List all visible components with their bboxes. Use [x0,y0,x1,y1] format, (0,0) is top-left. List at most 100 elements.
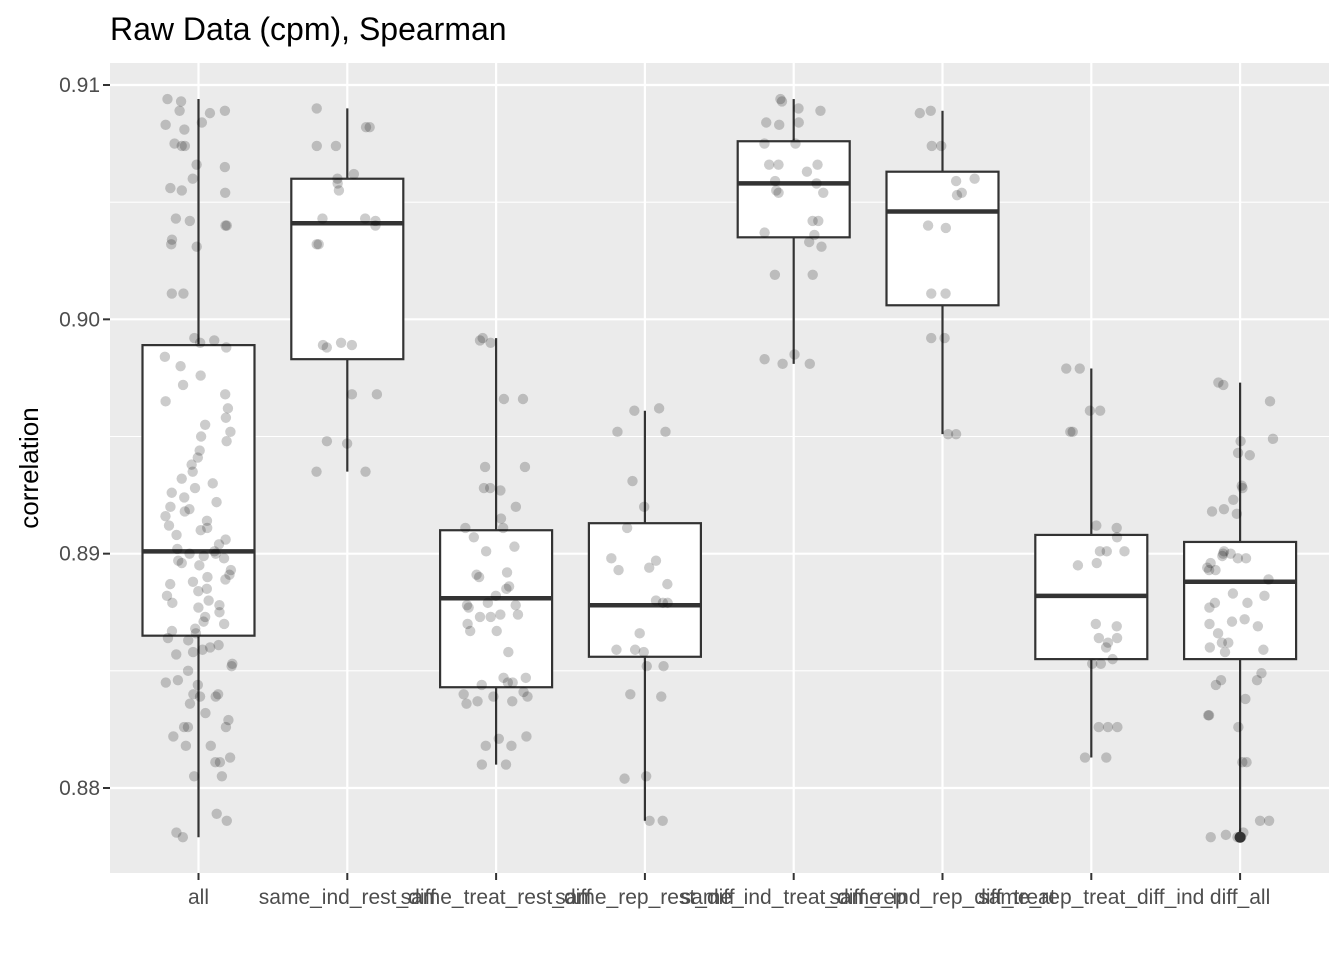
box [141,344,256,637]
jitter-point [1217,550,1228,562]
jitter-point [506,740,517,752]
box [736,140,851,239]
jitter-point [218,553,230,564]
jitter-point [638,501,650,512]
jitter-point [1205,832,1216,843]
jitter-point [1239,614,1250,625]
jitter-point [220,721,232,733]
jitter-point [364,121,375,133]
outlier-point [1234,831,1246,843]
jitter-point [226,660,237,672]
jitter-point [497,522,509,534]
jitter-point [493,733,504,744]
jitter-point [660,426,671,438]
jitter-point [776,96,788,107]
chart-title: Raw Data (cpm), Spearman [110,11,507,47]
jitter-point [180,740,192,752]
jitter-point [195,525,206,536]
jitter-point [214,607,225,618]
jitter-point [1102,637,1114,648]
jitter-point [818,187,829,198]
jitter-point [1240,553,1252,564]
jitter-point [1204,642,1216,653]
jitter-point [201,522,213,534]
jitter-point [1264,396,1276,407]
jitter-point [168,731,179,742]
jitter-point [926,288,937,299]
jitter-point [1212,628,1224,639]
jitter-point [189,332,200,344]
jitter-point [187,646,199,658]
box [439,529,554,689]
jitter-point [474,335,486,346]
jitter-point [166,239,177,250]
jitter-point [216,771,228,782]
jitter-point [1072,560,1084,571]
jitter-point [503,646,514,658]
jitter-point [464,625,476,637]
jitter-point [662,578,673,590]
jitter-point [176,140,187,152]
jitter-point [926,332,937,344]
jitter-point [485,611,496,623]
jitter-point [473,571,485,583]
jitter-point [1095,658,1107,670]
jitter-point [485,337,496,348]
jitter-point [160,396,171,407]
jitter-point [484,482,496,494]
jitter-point [371,389,383,400]
jitter-point [160,677,172,688]
jitter-point [488,691,499,702]
jitter-point [159,351,171,363]
jitter-point [1101,752,1112,763]
jitter-point [167,597,178,609]
jitter-point [195,370,206,381]
jitter-point [950,428,962,440]
jitter-point [1206,506,1218,517]
jitter-point [1093,632,1105,644]
jitter-point [1204,602,1215,613]
jitter-point [1232,553,1244,564]
jitter-point [458,689,469,700]
jitter-point [1220,829,1232,841]
jitter-point [1242,597,1253,609]
jitter-point [638,646,649,658]
jitter-point [507,696,518,707]
jitter-point [169,138,180,149]
x-tick-label: same_rep_treat_diff_ind [978,886,1204,909]
jitter-point [1252,621,1264,632]
jitter-point [202,571,213,583]
jitter-point [922,220,934,231]
jitter-point [612,426,623,438]
jitter-point [179,492,190,503]
jitter-point [1084,405,1096,416]
jitter-point [1091,520,1102,531]
jitter-point [166,288,178,299]
jitter-point [1203,710,1215,721]
jitter-point [166,625,178,637]
jitter-point [479,461,491,473]
jitter-point [317,213,328,224]
jitter-point [474,611,486,623]
jitter-point [1094,546,1106,557]
jitter-point [179,506,191,517]
jitter-point [1218,546,1230,557]
jitter-point [771,185,782,196]
jitter-point [1237,757,1248,768]
jitter-point [1074,363,1085,374]
jitter-point [191,159,202,170]
jitter-point [332,173,343,184]
jitter-point [198,616,209,627]
jitter-point [812,159,823,170]
jitter-point [461,698,472,709]
jitter-point [793,103,804,114]
jitter-point [759,138,770,149]
jitter-point [178,288,189,299]
jitter-point [177,832,189,843]
jitter-point [1237,482,1248,494]
x-tick-label: all [188,886,209,909]
jitter-point [495,485,506,496]
jitter-point [189,482,201,494]
x-tick-label: same_ind_rep_diff_treat [829,886,1055,909]
jitter-point [644,562,655,573]
